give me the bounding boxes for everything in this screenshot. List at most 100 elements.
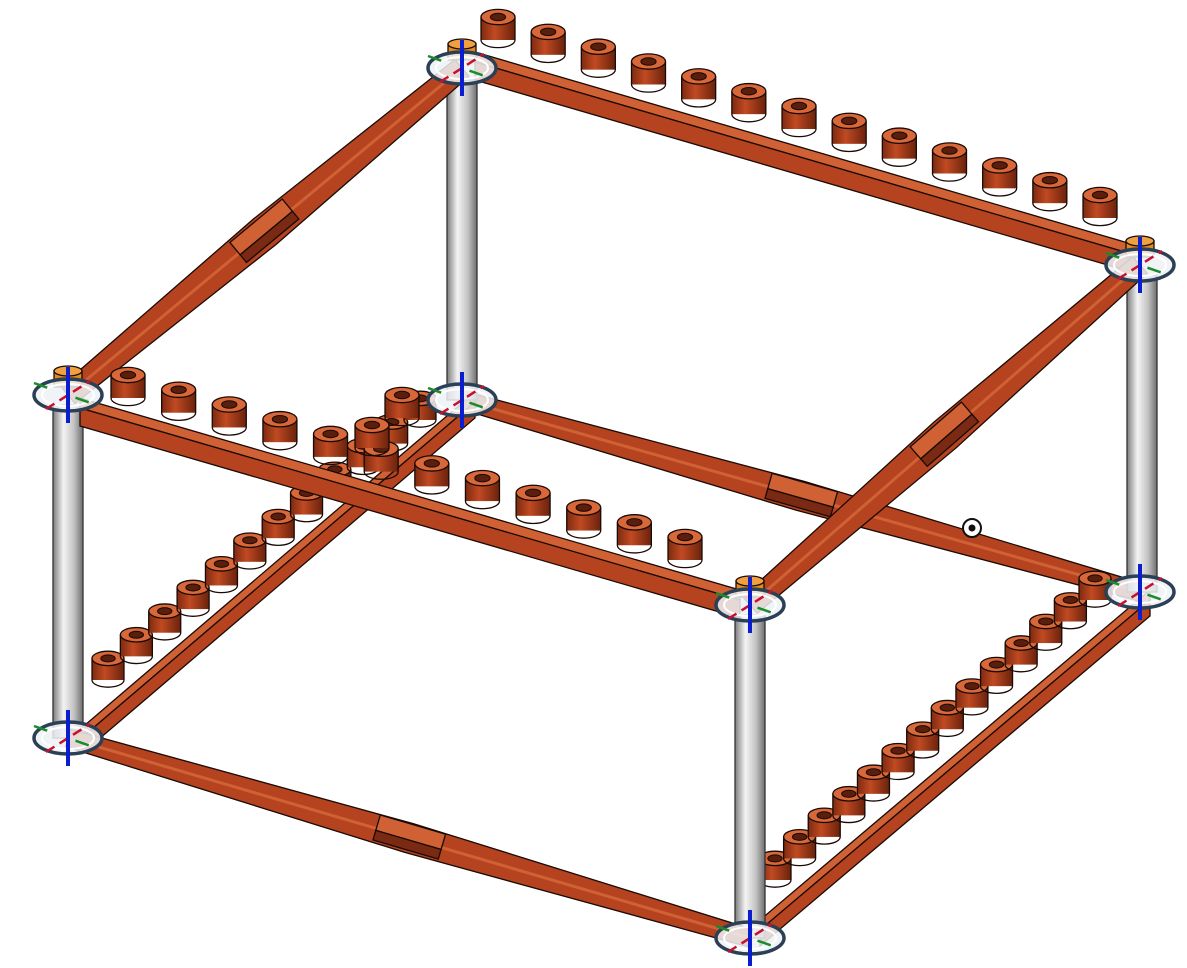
peg-hole xyxy=(1038,617,1054,626)
mate-bottom-left[interactable] xyxy=(32,710,104,766)
peg-hole xyxy=(816,811,832,820)
bottom-right-pegs-peg xyxy=(1078,570,1112,608)
bottom-left-beam[interactable] xyxy=(84,390,476,753)
top-back-pegs-peg xyxy=(1032,171,1068,212)
peg-hole xyxy=(1062,595,1079,604)
peg-outline xyxy=(807,815,841,845)
peg-outline xyxy=(414,463,450,495)
bottom-front-brace[interactable] xyxy=(64,728,754,948)
peg-hole xyxy=(423,459,440,468)
peg-outline xyxy=(979,664,1014,695)
peg-outline xyxy=(1053,599,1088,630)
top-back-pegs-peg xyxy=(630,53,667,93)
x-axis-icon xyxy=(439,52,485,84)
mate-top-front[interactable] xyxy=(714,575,786,633)
peg-hole xyxy=(128,630,145,639)
peg-outline xyxy=(667,537,703,569)
peg-outline xyxy=(176,587,210,617)
bottom-right-beam[interactable] xyxy=(759,588,1151,948)
y-axis-icon xyxy=(427,386,497,414)
top-left-brace-block-side xyxy=(239,210,300,264)
bottom-back-brace[interactable] xyxy=(458,390,1144,602)
peg-outline xyxy=(403,398,437,428)
y-axis-icon xyxy=(33,381,103,409)
peg-outline xyxy=(881,135,917,167)
peg-outline xyxy=(1029,621,1063,651)
bottom-right-beam-top-face xyxy=(759,588,1151,932)
peg-hole xyxy=(170,385,187,395)
top-front-pegs-peg xyxy=(616,514,653,554)
top-front-pegs-peg xyxy=(160,381,197,422)
peg-hole xyxy=(524,488,542,498)
peg-outline xyxy=(1082,195,1118,227)
assembly-model xyxy=(32,8,1176,966)
peg-outline xyxy=(832,793,866,824)
inner-left-pegs-peg xyxy=(354,416,390,457)
x-axis-icon xyxy=(1117,576,1163,608)
x-axis-icon xyxy=(727,922,773,954)
top-back-pegs-peg xyxy=(831,112,867,153)
top-front-pegs-peg xyxy=(110,366,146,407)
peg-hole xyxy=(185,583,201,592)
post-left[interactable] xyxy=(52,404,84,739)
peg-outline xyxy=(384,395,420,427)
post-front[interactable] xyxy=(734,614,766,939)
post-right-body xyxy=(1126,274,1158,593)
peg-outline xyxy=(681,76,717,108)
mate-bottom-front[interactable] xyxy=(714,910,786,966)
post-right[interactable] xyxy=(1126,274,1158,593)
peg-hole xyxy=(676,532,694,542)
peg-outline xyxy=(731,91,767,123)
peg-outline xyxy=(906,729,940,759)
peg-hole xyxy=(474,473,491,483)
post-left-body xyxy=(52,404,84,739)
bottom-right-pegs[interactable] xyxy=(758,570,1112,888)
mate-bottom-back[interactable] xyxy=(426,372,498,428)
peg-hole xyxy=(914,725,931,734)
bottom-right-pegs-peg xyxy=(856,764,891,802)
post-front-body xyxy=(734,614,766,939)
mate-bottom-right[interactable] xyxy=(1104,564,1176,620)
top-back-pegs-peg xyxy=(881,127,917,167)
top-front-beam-top-face xyxy=(79,397,741,601)
top-front-pegs-peg xyxy=(211,396,247,436)
bottom-left-pegs[interactable] xyxy=(91,390,437,688)
x-axis-icon xyxy=(727,589,773,621)
peg-outline xyxy=(289,492,324,523)
peg-outline xyxy=(566,507,602,539)
bottom-left-pegs-peg xyxy=(91,650,125,688)
mate-top-left[interactable] xyxy=(32,365,104,423)
post-back[interactable] xyxy=(446,79,478,401)
peg-outline xyxy=(160,389,197,422)
top-back-pegs[interactable] xyxy=(480,8,1118,227)
peg-outline xyxy=(1004,643,1038,673)
top-back-pegs-peg xyxy=(480,8,516,49)
top-front-pegs[interactable] xyxy=(110,366,703,569)
peg-outline xyxy=(110,375,146,407)
x-axis-icon xyxy=(439,384,485,416)
top-right-brace[interactable] xyxy=(741,255,1149,615)
peg-hole xyxy=(270,512,286,521)
mate-top-right[interactable] xyxy=(1104,235,1176,293)
bottom-right-pegs-peg xyxy=(1053,592,1088,630)
top-back-beam[interactable] xyxy=(474,51,1136,274)
inner-left-pegs[interactable] xyxy=(354,386,420,457)
top-left-brace[interactable] xyxy=(60,58,470,405)
bottom-front-brace-center-block xyxy=(372,814,447,860)
bottom-left-pegs-peg xyxy=(204,556,239,594)
mate-top-back[interactable] xyxy=(426,38,498,96)
peg-hole xyxy=(100,654,116,663)
bottom-front-brace-block-side xyxy=(372,829,442,860)
peg-hole xyxy=(242,536,258,545)
y-axis-icon xyxy=(1105,251,1175,279)
bottom-left-pegs-peg xyxy=(148,603,182,641)
peg-outline xyxy=(580,46,616,78)
bottom-left-beam-front-face xyxy=(84,400,476,753)
peg-hole xyxy=(790,101,808,111)
peg-hole xyxy=(322,429,339,439)
peg-hole xyxy=(690,72,707,81)
x-axis-icon xyxy=(1117,249,1163,281)
origin-point-icon[interactable] xyxy=(962,518,982,538)
x-axis-icon xyxy=(45,379,91,411)
